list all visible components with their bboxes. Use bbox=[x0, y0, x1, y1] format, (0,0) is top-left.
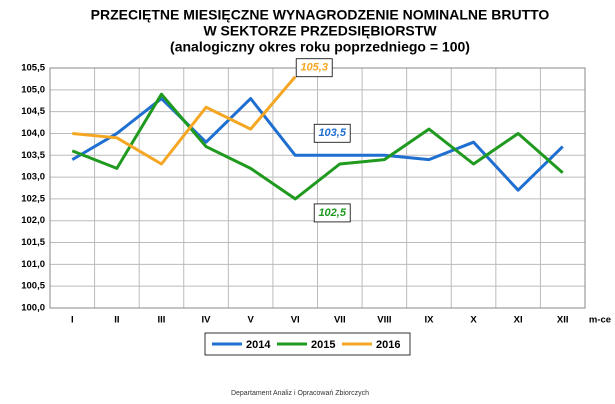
y-tick-label: 104,5 bbox=[21, 106, 45, 117]
x-tick-label: X bbox=[470, 315, 477, 326]
value-label-box bbox=[313, 203, 351, 223]
x-tick-label: VIII bbox=[377, 315, 391, 326]
chart-title: W SEKTORZE PRZEDSIĘBIORSTW bbox=[203, 23, 437, 39]
chart-title: PRZECIĘTNE MIESIĘCZNE WYNAGRODZENIE NOMI… bbox=[91, 7, 550, 23]
chart-subtitle: (analogiczny okres roku poprzedniego = 1… bbox=[170, 39, 470, 55]
x-tick-label: XI bbox=[514, 315, 523, 326]
y-tick-label: 102,0 bbox=[21, 215, 45, 226]
value-label-box bbox=[295, 58, 333, 78]
x-tick-label: VI bbox=[291, 315, 300, 326]
y-tick-label: 100,5 bbox=[21, 281, 45, 292]
x-tick-label: XII bbox=[557, 315, 569, 326]
legend-label: 2014 bbox=[246, 339, 271, 351]
y-tick-label: 105,0 bbox=[21, 84, 45, 95]
footer: Departament Analiz i Opracowań Zbiorczyc… bbox=[231, 390, 369, 397]
legend-box bbox=[204, 332, 411, 356]
x-tick-label: V bbox=[247, 315, 254, 326]
value-label-box bbox=[313, 123, 351, 143]
legend-label: 2015 bbox=[311, 339, 335, 351]
legend-label: 2016 bbox=[376, 339, 400, 351]
y-tick-label: 100,0 bbox=[21, 303, 45, 314]
value-label: 102,5 bbox=[318, 207, 346, 219]
y-tick-label: 102,5 bbox=[21, 193, 45, 204]
value-label: 105,3 bbox=[300, 62, 328, 74]
x-tick-label: I bbox=[71, 315, 74, 326]
series-line bbox=[72, 75, 297, 166]
value-label: 103,5 bbox=[318, 127, 346, 139]
y-tick-label: 103,0 bbox=[21, 172, 45, 183]
x-axis-label: m-ce bbox=[589, 315, 611, 326]
y-tick-label: 105,5 bbox=[21, 63, 45, 74]
x-tick-label: VII bbox=[334, 315, 346, 326]
y-tick-label: 101,5 bbox=[21, 237, 45, 248]
series-line bbox=[71, 92, 564, 201]
x-tick-label: IX bbox=[424, 315, 434, 326]
y-tick-label: 104,0 bbox=[21, 128, 45, 139]
y-tick-label: 101,0 bbox=[21, 259, 45, 270]
y-tick-label: 103,5 bbox=[21, 150, 45, 161]
x-tick-label: II bbox=[114, 315, 119, 326]
x-tick-label: III bbox=[157, 315, 165, 326]
x-tick-label: IV bbox=[202, 315, 212, 326]
